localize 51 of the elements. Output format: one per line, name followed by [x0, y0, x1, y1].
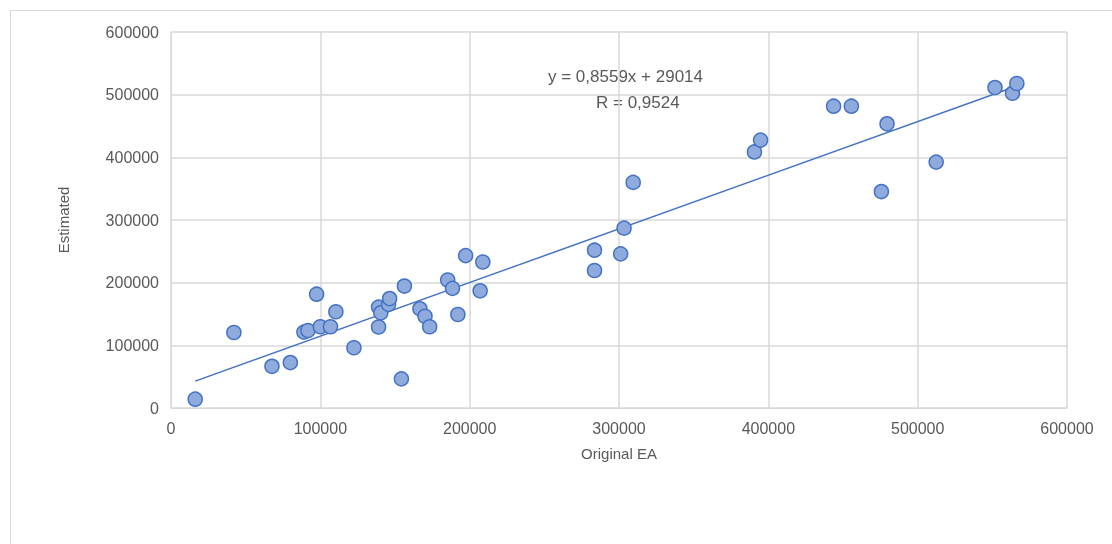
point	[226, 324, 242, 341]
point	[752, 132, 769, 148]
point	[421, 318, 438, 335]
point	[616, 220, 632, 236]
y-tick-label: 300000	[105, 211, 160, 229]
point	[381, 290, 398, 307]
point	[346, 339, 362, 356]
point	[472, 283, 488, 299]
point	[873, 183, 890, 200]
y-tick-label: 0	[150, 399, 160, 417]
y-axis-title: Estimated	[55, 186, 72, 254]
point	[825, 98, 842, 114]
point	[625, 174, 641, 191]
annotation: R = 0,9524	[596, 93, 680, 112]
y-tick-label: 400000	[105, 148, 160, 166]
point	[879, 116, 895, 132]
point	[987, 79, 1003, 96]
point	[328, 304, 344, 320]
point	[396, 278, 413, 294]
point	[322, 318, 339, 335]
x-tick-label: 400000	[741, 419, 796, 437]
point	[586, 262, 603, 279]
x-tick-label: 0	[166, 419, 176, 437]
point	[457, 247, 474, 264]
point	[282, 354, 299, 371]
x-tick-label: 600000	[1040, 419, 1094, 437]
point	[444, 280, 461, 297]
x-axis-title: Original EA	[581, 445, 657, 462]
point	[843, 98, 860, 114]
y-tick-label: 100000	[105, 336, 160, 354]
point	[187, 391, 203, 407]
point	[928, 154, 944, 170]
annotation: y = 0,8559x + 29014	[548, 67, 704, 86]
point	[370, 319, 387, 335]
x-tick-label: 200000	[442, 419, 497, 437]
point	[300, 322, 316, 339]
y-tick-label: 500000	[105, 86, 160, 104]
point	[586, 242, 603, 258]
point	[393, 371, 410, 387]
y-tick-label: 600000	[105, 23, 160, 41]
point	[475, 254, 491, 270]
point	[308, 286, 325, 302]
point	[450, 306, 466, 323]
y-tick-label: 200000	[105, 274, 160, 292]
point	[746, 144, 763, 160]
x-tick-label: 300000	[592, 419, 646, 437]
point	[612, 246, 629, 262]
point	[1009, 75, 1025, 92]
point	[264, 358, 280, 375]
x-tick-label: 100000	[293, 419, 348, 437]
x-tick-label: 500000	[890, 419, 945, 437]
